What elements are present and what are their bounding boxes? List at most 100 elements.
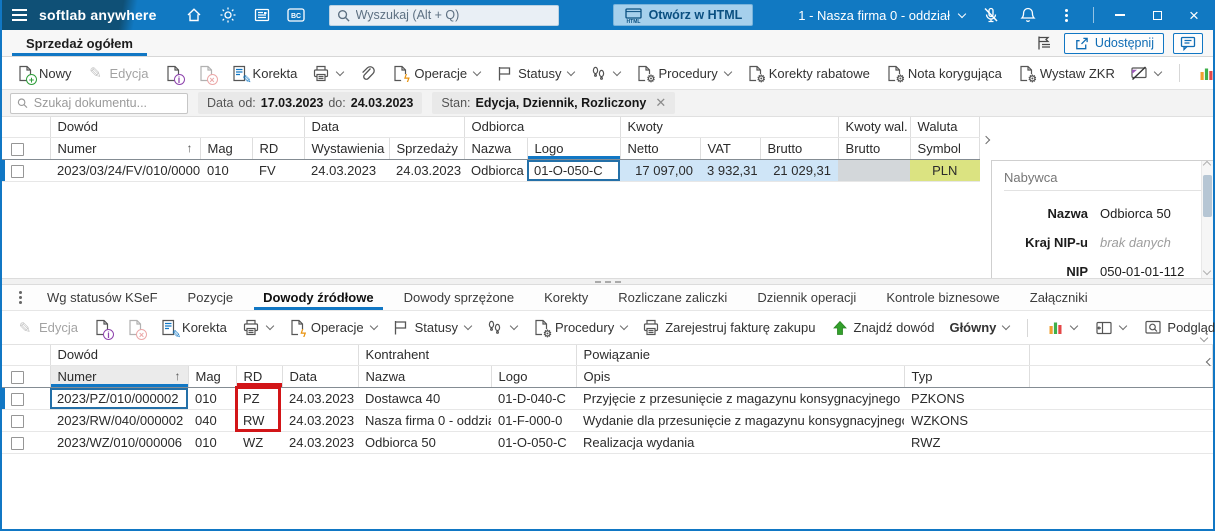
state-filter-chip[interactable]: Stan: Edycja, Dziennik, Rozliczony ✕ bbox=[432, 92, 676, 114]
col-rd[interactable]: RD bbox=[236, 365, 283, 388]
cell-nazwa[interactable]: Nasza firma 0 - oddział bbox=[358, 409, 492, 432]
cell-brutto[interactable]: 21 029,31 bbox=[760, 159, 839, 182]
detail-correction-button[interactable]: ✎ Korekta bbox=[155, 316, 231, 341]
company-selector[interactable]: 1 - Nasza firma 0 - oddział bbox=[798, 8, 967, 23]
row-checkbox[interactable] bbox=[11, 436, 24, 450]
mic-off-icon[interactable] bbox=[980, 4, 1002, 26]
row-checkbox[interactable] bbox=[11, 164, 24, 178]
cell-mag[interactable]: 040 bbox=[188, 409, 236, 432]
group-data[interactable]: Data bbox=[304, 117, 465, 138]
col-vat[interactable]: VAT bbox=[700, 137, 761, 160]
maximize-button[interactable] bbox=[1146, 4, 1168, 26]
source-document-row[interactable]: 2023/WZ/010/000006 010 WZ 24.03.2023 Odb… bbox=[2, 431, 1213, 454]
detail-tabs-menu-icon[interactable] bbox=[8, 285, 32, 310]
cell-netto[interactable]: 17 097,00 bbox=[620, 159, 701, 182]
cell-typ[interactable]: PZKONS bbox=[904, 387, 1030, 410]
procedures-button[interactable]: ⚙ Procedury bbox=[631, 61, 734, 85]
cell-logo[interactable]: 01-F-000-0 bbox=[491, 409, 577, 432]
scrollbar-thumb[interactable] bbox=[1203, 175, 1212, 217]
cell-data[interactable]: 24.03.2023 bbox=[282, 387, 359, 410]
cell-mag[interactable]: 010 bbox=[200, 159, 252, 182]
date-filter-chip[interactable]: Data od: 17.03.2023 do: 24.03.2023 bbox=[198, 92, 423, 114]
col-sprzedazy[interactable]: Sprzedaży bbox=[389, 137, 465, 160]
cell-vat[interactable]: 3 932,31 bbox=[700, 159, 761, 182]
document-search-input[interactable] bbox=[33, 96, 181, 110]
tab-pozycje[interactable]: Pozycje bbox=[187, 290, 234, 305]
group-kwoty-wal[interactable]: Kwoty wal. bbox=[838, 117, 911, 138]
select-all-checkbox[interactable] bbox=[11, 142, 24, 156]
news-icon[interactable] bbox=[251, 4, 273, 26]
col-logo[interactable]: Logo bbox=[527, 137, 621, 160]
edit-button[interactable]: ✎ Edycja bbox=[83, 61, 153, 85]
col-nazwa[interactable]: Nazwa bbox=[358, 365, 492, 388]
invoice-row[interactable]: 2023/03/24/FV/010/000004 010 FV 24.03.20… bbox=[2, 159, 980, 182]
expand-panel-strip[interactable] bbox=[980, 117, 991, 278]
tab-rozliczane-zaliczki[interactable]: Rozliczane zaliczki bbox=[618, 290, 728, 305]
print-button[interactable] bbox=[308, 61, 347, 85]
col-mag[interactable]: Mag bbox=[188, 365, 237, 388]
detail-edit-button[interactable]: ✎ Edycja bbox=[12, 316, 82, 340]
row-checkbox[interactable] bbox=[11, 392, 24, 406]
cell-logo-focused[interactable]: 01-O-050-C bbox=[527, 159, 621, 182]
find-document-button[interactable]: Znajdź dowód bbox=[827, 316, 939, 340]
detail-chart-view-button[interactable] bbox=[1042, 316, 1081, 340]
col-brutto-wal[interactable]: Brutto bbox=[838, 137, 911, 160]
cell-rd[interactable]: WZ bbox=[236, 431, 282, 454]
col-numer[interactable]: Numer ↑ bbox=[50, 137, 201, 160]
tab-zalaczniki[interactable]: Załączniki bbox=[1029, 290, 1088, 305]
group-odbiorca[interactable]: Odbiorca bbox=[464, 117, 621, 138]
source-document-row[interactable]: 2023/PZ/010/000002 010 PZ 24.03.2023 Dos… bbox=[2, 387, 1213, 410]
share-button[interactable]: Udostępnij bbox=[1063, 32, 1164, 54]
brightness-icon[interactable] bbox=[217, 4, 239, 26]
topbar-overflow-menu-icon[interactable] bbox=[1054, 4, 1078, 26]
tab-dziennik-operacji[interactable]: Dziennik operacji bbox=[757, 290, 857, 305]
correction-button[interactable]: ✎ Korekta bbox=[226, 61, 302, 86]
open-in-html-button[interactable]: HTML Otwórz w HTML bbox=[612, 4, 754, 26]
col-netto[interactable]: Netto bbox=[620, 137, 701, 160]
source-document-row[interactable]: 2023/RW/040/000002 040 RW 24.03.2023 Nas… bbox=[2, 409, 1213, 432]
tab-dowody-sprzezone[interactable]: Dowody sprzężone bbox=[403, 290, 515, 305]
col-opis[interactable]: Opis bbox=[576, 365, 905, 388]
close-button[interactable]: × bbox=[1189, 5, 1199, 25]
cell-data[interactable]: 24.03.2023 bbox=[282, 409, 359, 432]
operations-button[interactable]: ϟ Operacje bbox=[387, 61, 484, 85]
col-typ[interactable]: Typ bbox=[904, 365, 1030, 388]
detail-document-info-button[interactable]: i bbox=[89, 316, 115, 340]
preview-button[interactable]: Podgląd bbox=[1140, 316, 1215, 340]
scroll-down-icon[interactable] bbox=[1202, 266, 1212, 276]
statuses-button[interactable]: Statusy bbox=[491, 61, 578, 85]
footprints-button[interactable] bbox=[585, 61, 624, 85]
tab-wg-statusow-ksef[interactable]: Wg statusów KSeF bbox=[47, 290, 158, 305]
group-dowod[interactable]: Dowód bbox=[50, 117, 305, 138]
global-search-input[interactable] bbox=[355, 8, 551, 22]
col-brutto[interactable]: Brutto bbox=[760, 137, 839, 160]
scroll-up-icon[interactable] bbox=[1202, 161, 1212, 170]
detail-document-cancel-button[interactable]: × bbox=[122, 316, 148, 340]
panel-scrollbar[interactable] bbox=[1201, 161, 1213, 278]
col-rd[interactable]: RD bbox=[252, 137, 305, 160]
issue-zkr-button[interactable]: ⚙ Wystaw ZKR bbox=[1013, 61, 1119, 85]
select-all-checkbox[interactable] bbox=[11, 370, 24, 384]
cell-opis[interactable]: Realizacja wydania bbox=[576, 431, 905, 454]
task-list-icon[interactable] bbox=[1033, 32, 1055, 54]
cell-nazwa[interactable]: Dostawca 40 bbox=[358, 387, 492, 410]
horizontal-splitter[interactable] bbox=[2, 278, 1213, 285]
col-data[interactable]: Data bbox=[282, 365, 359, 388]
group-powiazanie[interactable]: Powiązanie bbox=[576, 345, 1030, 366]
bc-icon[interactable]: BC bbox=[285, 4, 307, 26]
cell-nazwa[interactable]: Odbiorca 50 bbox=[464, 159, 528, 182]
cell-sprzedazy[interactable]: 24.03.2023 bbox=[389, 159, 465, 182]
cell-rd[interactable]: RW bbox=[236, 409, 282, 432]
detail-footprints-button[interactable] bbox=[482, 316, 521, 340]
detail-print-button[interactable] bbox=[238, 316, 277, 340]
cell-logo[interactable]: 01-O-050-C bbox=[491, 431, 577, 454]
new-button[interactable]: + Nowy bbox=[12, 61, 76, 85]
col-mag[interactable]: Mag bbox=[200, 137, 253, 160]
notifications-bell-icon[interactable] bbox=[1017, 4, 1039, 26]
cell-rd[interactable]: FV bbox=[252, 159, 305, 182]
document-cancel-button[interactable]: × bbox=[193, 61, 219, 85]
cell-typ[interactable]: WZKONS bbox=[904, 409, 1030, 432]
display-off-button[interactable] bbox=[1126, 61, 1165, 85]
rebate-corrections-button[interactable]: ⚙ Korekty rabatowe bbox=[742, 61, 874, 85]
group-dowod[interactable]: Dowód bbox=[50, 345, 359, 366]
